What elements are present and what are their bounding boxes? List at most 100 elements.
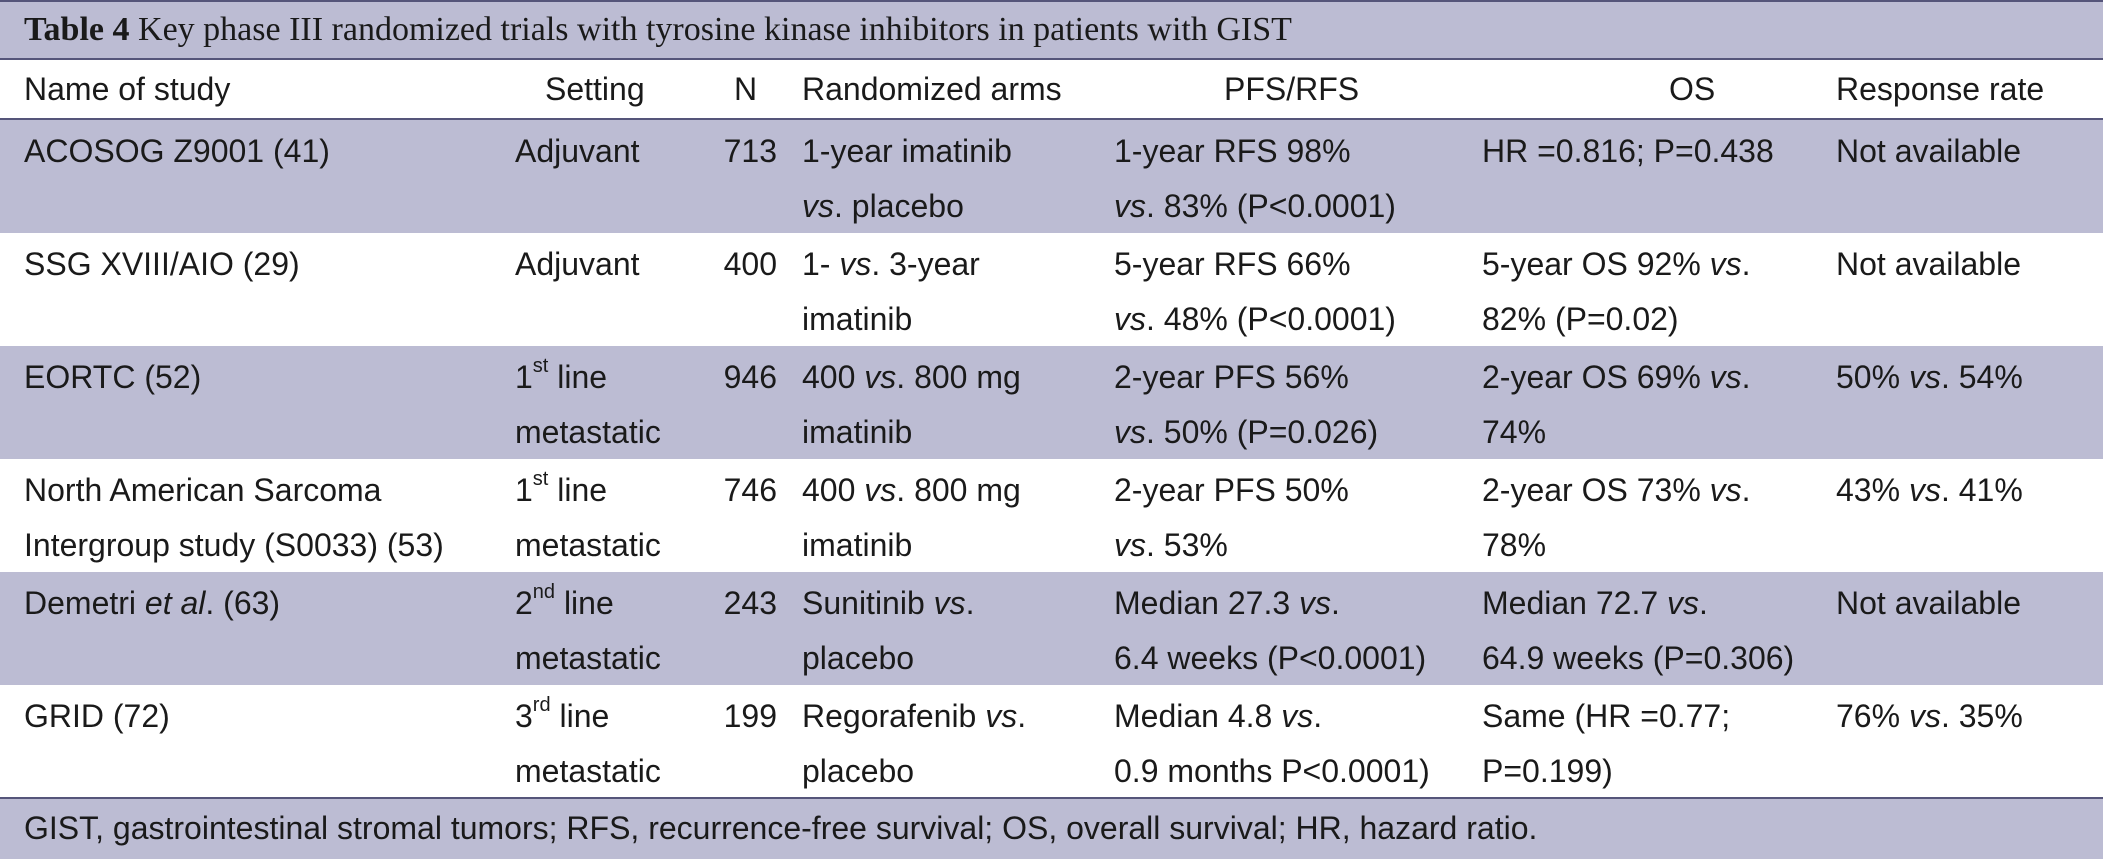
cell-randomized-arms: 400 vs. 800 mg imatinib	[802, 463, 1021, 573]
cell-setting: 1st line metastatic	[515, 350, 661, 460]
cell-line: metastatic	[515, 414, 661, 450]
cell-line: GRID (72)	[24, 698, 170, 734]
cell-line: 1-year imatinib	[802, 133, 1012, 169]
cell-pfs-rfs: Median 4.8 vs. 0.9 months P<0.0001)	[1114, 689, 1430, 799]
header-n: N	[734, 71, 758, 107]
cell-pfs-rfs: 1-year RFS 98% vs. 83% (P<0.0001)	[1114, 124, 1396, 234]
cell-setting: 1st line metastatic	[515, 463, 661, 573]
table-row: SSG XVIII/AIO (29) Adjuvant 400 1- vs. 3-ye…	[0, 233, 2103, 346]
cell-line: 3rd line	[515, 694, 610, 734]
italic-text: vs	[1709, 246, 1742, 282]
cell-line: Same (HR =0.77;	[1482, 698, 1731, 734]
cell-os: 5-year OS 92% vs. 82% (P=0.02)	[1482, 237, 1751, 347]
cell-response-rate: 43% vs. 41%	[1836, 463, 2023, 518]
italic-text: vs	[1281, 698, 1314, 734]
italic-text: vs	[1709, 472, 1742, 508]
italic-text: vs	[985, 698, 1018, 734]
cell-response-rate: Not available	[1836, 124, 2021, 179]
table-row: North American Sarcoma Intergroup study (…	[0, 459, 2103, 572]
italic-text: vs	[1908, 472, 1941, 508]
cell-line: Not available	[1836, 585, 2021, 621]
table-label: Table 4	[24, 11, 130, 48]
italic-text: vs	[1114, 188, 1146, 224]
cell-n: 243	[723, 585, 777, 621]
cell-os: Median 72.7 vs. 64.9 weeks (P=0.306)	[1482, 576, 1794, 686]
ordinal-suffix: st	[532, 468, 549, 491]
cell-study-name: GRID (72)	[24, 689, 170, 744]
cell-line: metastatic	[515, 527, 661, 563]
cell-line: Sunitinib vs.	[802, 585, 975, 621]
cell-line: 5-year RFS 66%	[1114, 246, 1351, 282]
italic-text: et al	[144, 585, 206, 621]
cell-line: vs. 83% (P<0.0001)	[1114, 188, 1396, 224]
cell-n: 713	[723, 133, 777, 169]
italic-text: vs	[1114, 301, 1146, 337]
header-name-of-study: Name of study	[24, 71, 231, 107]
ordinal-suffix: rd	[532, 694, 551, 717]
table-row: EORTC (52) 1st line metastatic 946 400 vs. 8…	[0, 346, 2103, 459]
cell-randomized-arms: 1-year imatinib vs. placebo	[802, 124, 1012, 234]
italic-text: vs	[933, 585, 966, 621]
header-setting: Setting	[545, 71, 645, 107]
table-row: ACOSOG Z9001 (41) Adjuvant 713 1-year imati…	[0, 120, 2103, 233]
cell-line: Regorafenib vs.	[802, 698, 1027, 734]
cell-line: 82% (P=0.02)	[1482, 301, 1679, 337]
italic-text: vs	[1908, 698, 1941, 734]
cell-line: 6.4 weeks (P<0.0001)	[1114, 640, 1427, 676]
ordinal-suffix: nd	[532, 581, 556, 604]
cell-line: 43% vs. 41%	[1836, 472, 2023, 508]
cell-line: Median 72.7 vs.	[1482, 585, 1708, 621]
cell-study-name: ACOSOG Z9001 (41)	[24, 124, 330, 179]
italic-text: vs	[802, 188, 834, 224]
cell-pfs-rfs: 2-year PFS 56% vs. 50% (P=0.026)	[1114, 350, 1378, 460]
cell-study-name: EORTC (52)	[24, 350, 201, 405]
table-header: Name of study Setting N Randomized arms …	[0, 60, 2103, 120]
cell-line: HR =0.816; P=0.438	[1482, 133, 1774, 169]
italic-text: vs	[1667, 585, 1700, 621]
cell-line: vs. 50% (P=0.026)	[1114, 414, 1379, 450]
cell-line: 2-year PFS 56%	[1114, 359, 1349, 395]
cell-line: 2nd line	[515, 581, 614, 621]
cell-line: ACOSOG Z9001 (41)	[24, 133, 330, 169]
table-row: GRID (72) 3rd line metastatic 199 Regorafeni…	[0, 685, 2103, 798]
cell-pfs-rfs: Median 27.3 vs. 6.4 weeks (P<0.0001)	[1114, 576, 1426, 686]
cell-line: 64.9 weeks (P=0.306)	[1482, 640, 1795, 676]
header-randomized-arms: Randomized arms	[802, 71, 1062, 107]
cell-line: metastatic	[515, 753, 661, 789]
table-caption-text: Key phase III randomized trials with tyr…	[129, 11, 1292, 48]
italic-text: vs	[1299, 585, 1332, 621]
cell-line: EORTC (52)	[24, 359, 202, 395]
cell-line: placebo	[802, 640, 915, 676]
cell-line: Demetri et al. (63)	[24, 585, 281, 621]
cell-line: vs. 53%	[1114, 527, 1228, 563]
cell-line: Intergroup study (S0033) (53)	[24, 527, 444, 563]
cell-study-name: SSG XVIII/AIO (29)	[24, 237, 300, 292]
cell-line: vs. placebo	[802, 188, 964, 224]
cell-os: 2-year OS 69% vs. 74%	[1482, 350, 1751, 460]
cell-os: 2-year OS 73% vs. 78%	[1482, 463, 1751, 573]
cell-line: 50% vs. 54%	[1836, 359, 2023, 395]
cell-line: 0.9 months P<0.0001)	[1114, 753, 1430, 789]
italic-text: vs	[864, 472, 897, 508]
cell-randomized-arms: Regorafenib vs. placebo	[802, 689, 1026, 799]
cell-randomized-arms: 1- vs. 3-year imatinib	[802, 237, 980, 347]
italic-text: vs	[1114, 527, 1146, 563]
cell-n: 746	[723, 472, 777, 508]
table-row: Demetri et al. (63) 2nd line metastatic 243…	[0, 572, 2103, 685]
cell-line: 1- vs. 3-year	[802, 246, 980, 282]
cell-line: placebo	[802, 753, 915, 789]
italic-text: vs	[1908, 359, 1941, 395]
italic-text: vs	[1114, 414, 1146, 450]
table-footnote: GIST, gastrointestinal stromal tumors; R…	[0, 797, 2103, 859]
cell-study-name: North American Sarcoma Intergroup study (…	[24, 463, 444, 573]
cell-line: imatinib	[802, 301, 913, 337]
cell-line: North American Sarcoma	[24, 472, 382, 508]
cell-line: 400 vs. 800 mg	[802, 359, 1021, 395]
cell-study-name: Demetri et al. (63)	[24, 576, 280, 631]
cell-n: 946	[723, 359, 777, 395]
cell-line: Adjuvant	[515, 246, 640, 282]
italic-text: vs	[1709, 359, 1742, 395]
cell-line: 1-year RFS 98%	[1114, 133, 1351, 169]
cell-line: vs. 48% (P<0.0001)	[1114, 301, 1396, 337]
